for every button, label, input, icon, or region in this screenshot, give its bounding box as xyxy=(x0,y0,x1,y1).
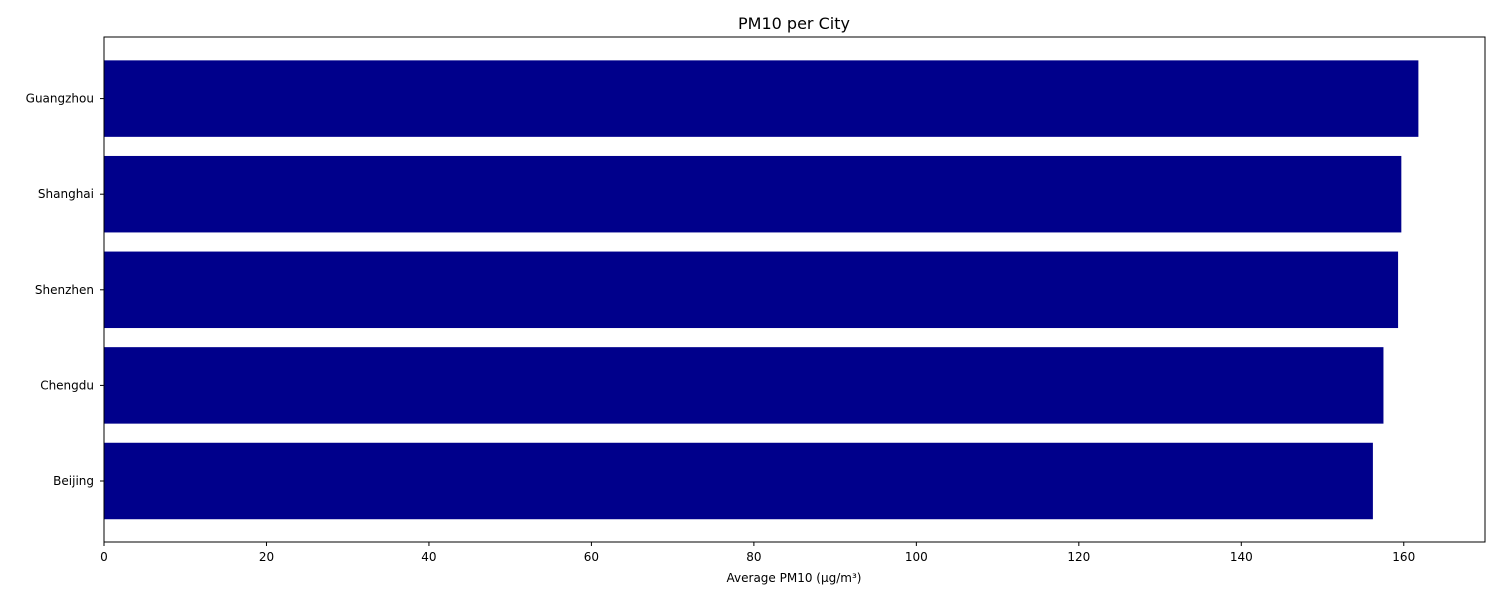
y-axis-ticks: Beijing Chengdu Shenzhen Shanghai Guangzhou xyxy=(26,92,104,488)
bar-guangzhou xyxy=(104,60,1419,137)
bar-beijing xyxy=(104,442,1373,520)
x-axis-ticks: 0 20 40 60 80 100 120 140 160 xyxy=(100,542,1415,564)
x-axis-label: Average PM10 (µg/m³) xyxy=(727,571,862,585)
x-tick-label: 80 xyxy=(746,550,761,564)
x-tick-label: 160 xyxy=(1392,550,1415,564)
plot-frame xyxy=(103,36,1486,543)
x-tick-label: 120 xyxy=(1067,550,1090,564)
x-tick-label: 140 xyxy=(1230,550,1253,564)
bar-shenzhen xyxy=(104,251,1399,329)
x-tick-label: 100 xyxy=(905,550,928,564)
bar-shanghai xyxy=(104,155,1402,233)
x-tick-label: 60 xyxy=(584,550,599,564)
x-tick-label: 20 xyxy=(259,550,274,564)
y-tick-label: Shenzhen xyxy=(35,283,94,297)
y-tick-label: Beijing xyxy=(53,474,94,488)
bar-chengdu xyxy=(104,347,1384,424)
y-tick-label: Guangzhou xyxy=(26,92,94,106)
y-tick-label: Chengdu xyxy=(40,378,94,392)
y-tick-label: Shanghai xyxy=(38,187,94,201)
bars-group xyxy=(104,60,1419,520)
chart-title: PM10 per City xyxy=(738,14,850,33)
x-tick-label: 0 xyxy=(100,550,108,564)
x-tick-label: 40 xyxy=(421,550,436,564)
